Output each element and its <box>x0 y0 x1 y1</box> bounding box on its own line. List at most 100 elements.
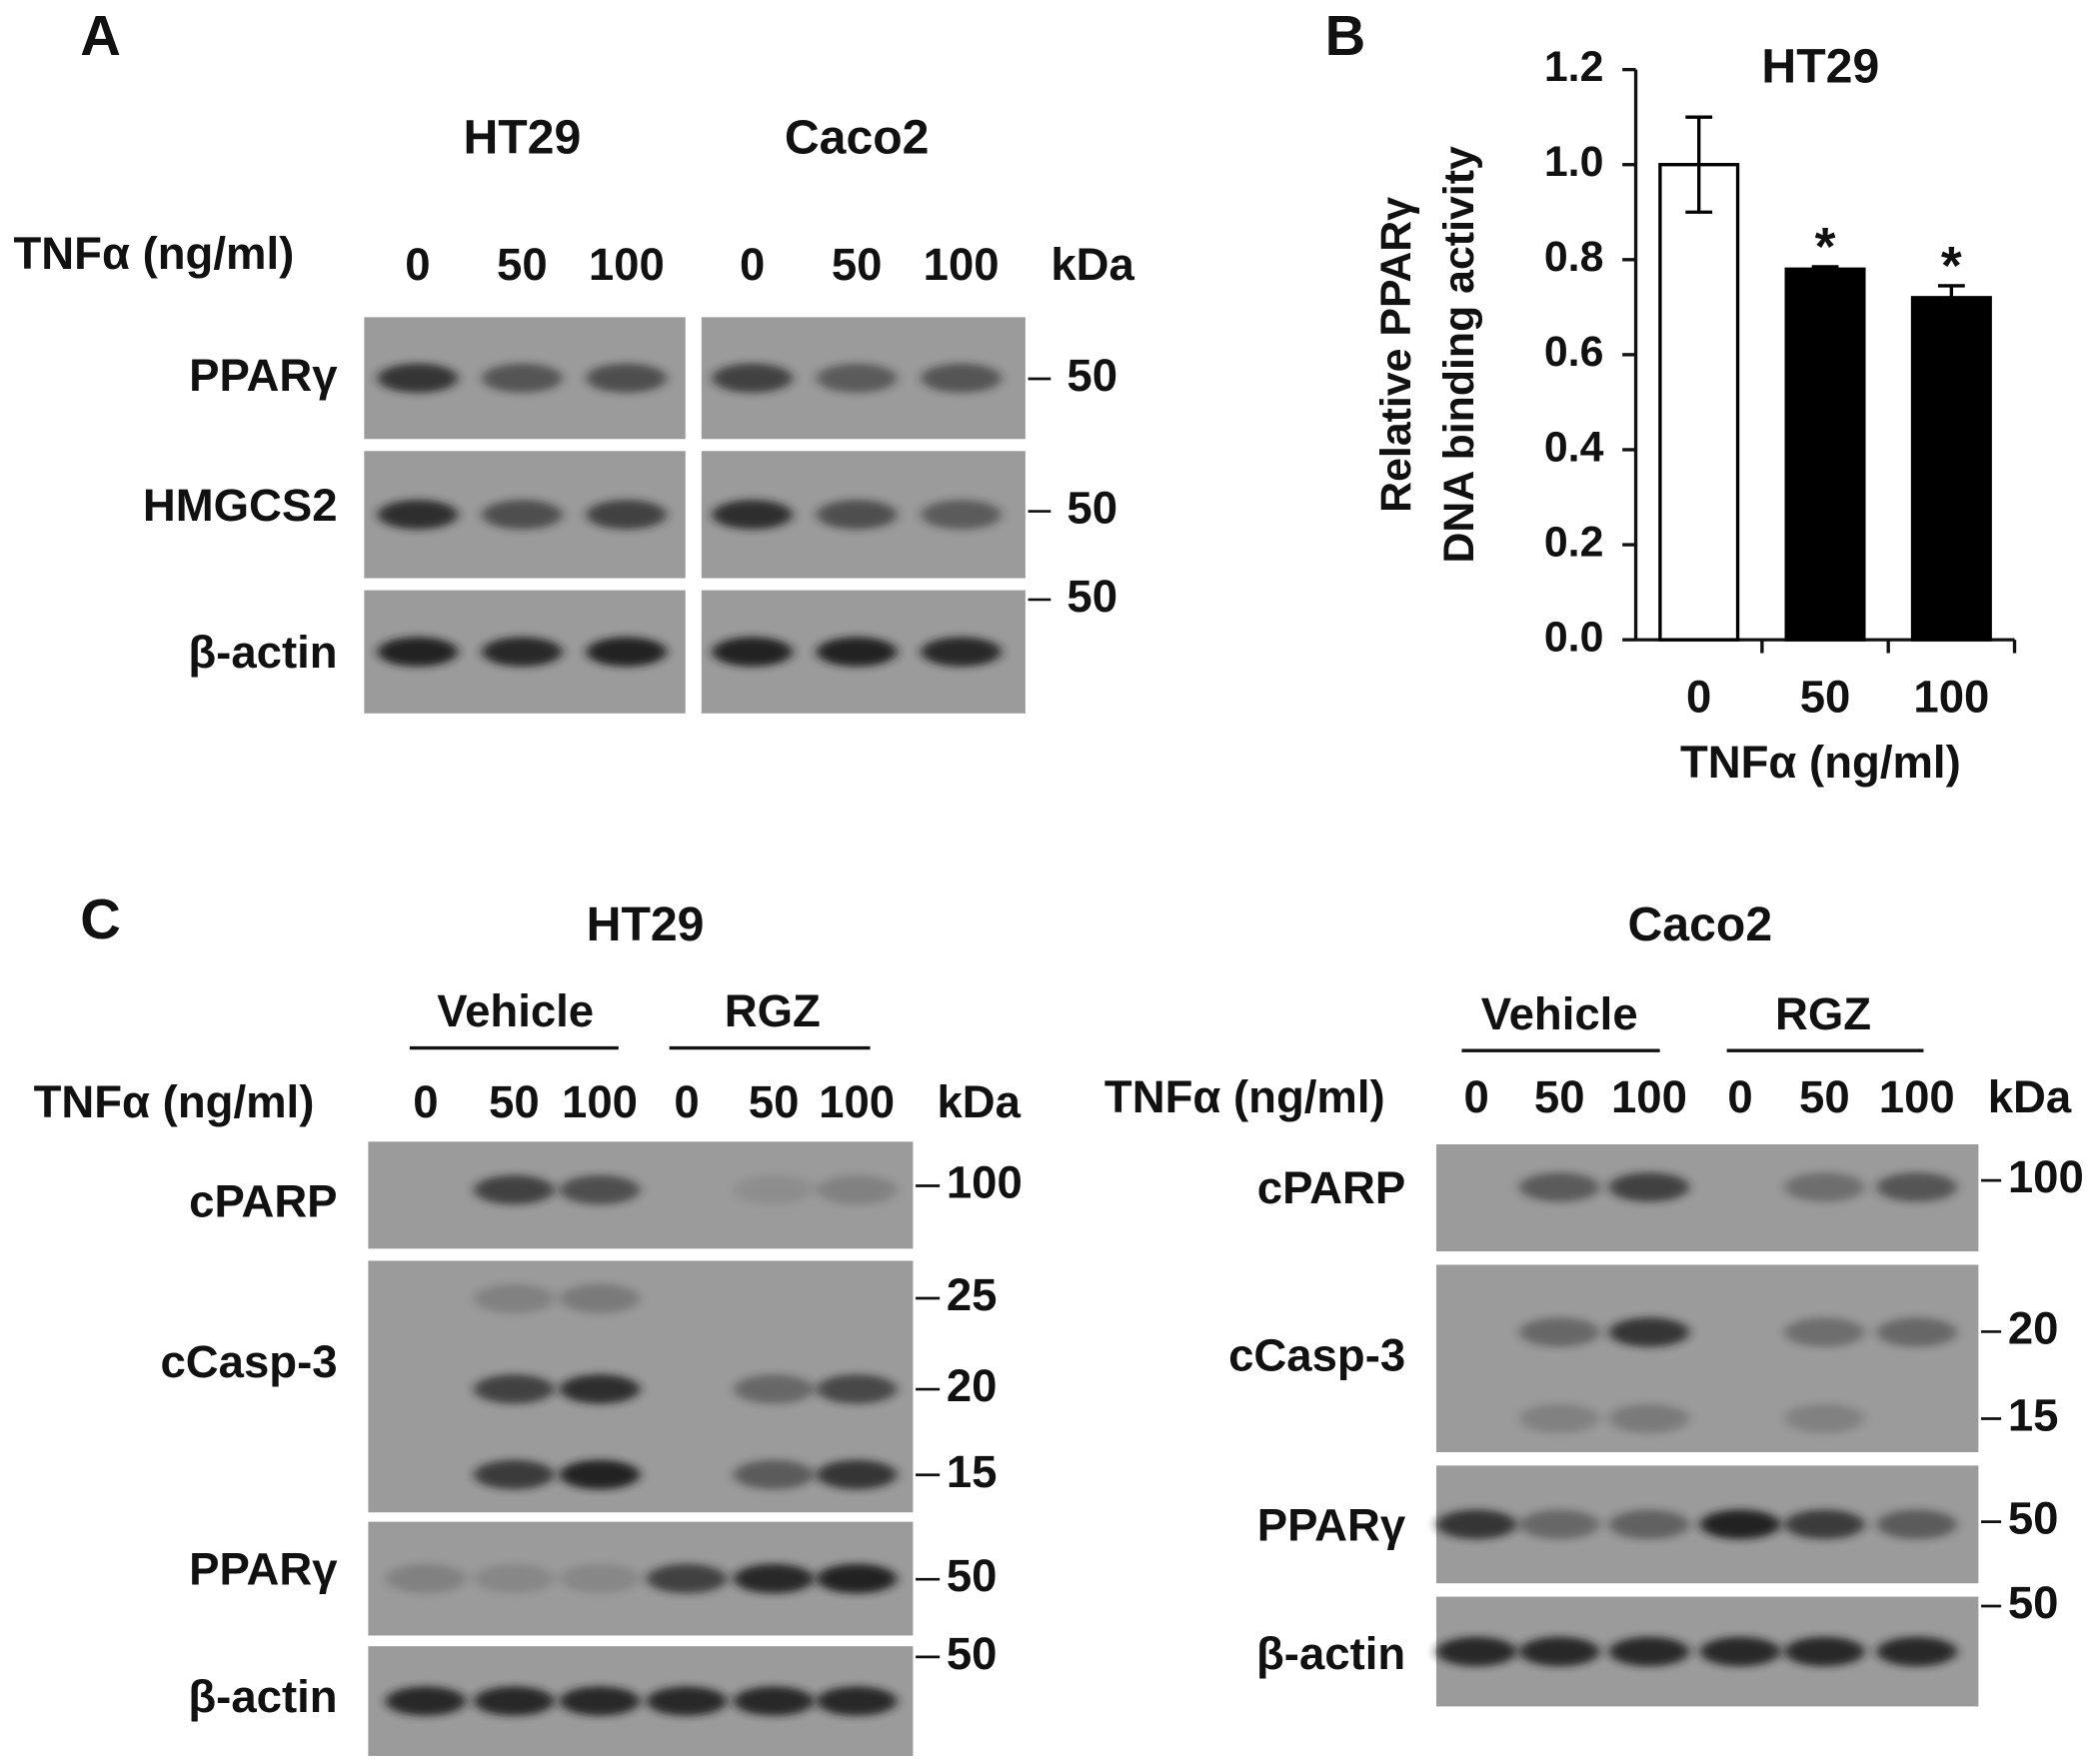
row-label: HMGCS2 <box>143 480 338 531</box>
y-tick-label: 0.4 <box>1544 423 1604 471</box>
panel-label: B <box>1325 4 1366 67</box>
band <box>586 637 668 667</box>
band <box>474 1174 555 1205</box>
band <box>816 1563 898 1594</box>
y-tick-label: 0.0 <box>1544 613 1604 661</box>
blot <box>1436 1264 1979 1452</box>
error-bar <box>1811 265 1839 274</box>
band <box>474 1563 555 1594</box>
band <box>474 1459 555 1490</box>
row-label: β-actin <box>1256 1628 1405 1679</box>
y-tick-label: 0.6 <box>1544 328 1604 376</box>
band <box>712 363 793 394</box>
band <box>816 1686 898 1716</box>
marker-label: 100 <box>2008 1151 2084 1202</box>
y-tick-label: 1.2 <box>1544 43 1604 91</box>
x-axis-label: TNFα (ng/ml) <box>1680 737 1961 788</box>
band <box>482 363 563 394</box>
y-tick-label: 0.2 <box>1544 518 1604 566</box>
band <box>474 1686 555 1716</box>
band <box>1784 1317 1865 1347</box>
band <box>1876 1509 1957 1540</box>
band <box>1608 1317 1690 1347</box>
band <box>1608 1172 1690 1202</box>
bar <box>1658 163 1740 642</box>
band <box>1519 1636 1600 1667</box>
marker-label: 50 <box>2008 1493 2059 1544</box>
marker-label: 15 <box>2008 1390 2059 1441</box>
dose-label: 100 <box>819 1076 895 1127</box>
marker-label: 15 <box>947 1446 998 1497</box>
band <box>559 1686 641 1716</box>
dose-label: 100 <box>1611 1071 1687 1122</box>
band <box>482 637 563 667</box>
x-tick-label: 0 <box>1686 671 1711 722</box>
panel-label: C <box>80 887 121 950</box>
band <box>1876 1317 1957 1347</box>
dose-label: 0 <box>413 1076 438 1127</box>
band <box>377 637 459 667</box>
band <box>712 500 793 530</box>
band <box>482 500 563 530</box>
bar <box>1784 267 1866 642</box>
band <box>1784 1509 1865 1540</box>
treatment-label: TNFα (ng/ml) <box>1104 1071 1385 1122</box>
dose-label: 50 <box>832 239 883 290</box>
band <box>559 1174 641 1205</box>
band <box>921 500 1002 530</box>
band <box>1519 1317 1600 1347</box>
marker-label: 20 <box>947 1360 998 1411</box>
error-bar <box>1937 284 1965 312</box>
band <box>921 363 1002 394</box>
band <box>1608 1403 1690 1433</box>
band <box>377 363 459 394</box>
y-tick-label: 0.8 <box>1544 233 1604 281</box>
x-tick-label: 50 <box>1800 671 1851 722</box>
band <box>1784 1172 1865 1202</box>
significance-label: * <box>1941 237 1962 296</box>
band <box>385 1563 467 1594</box>
condition-label: RGZ <box>1775 988 1871 1039</box>
chart-title: HT29 <box>1761 39 1879 93</box>
band <box>733 1374 815 1404</box>
unit-label: kDa <box>938 1076 1022 1127</box>
band <box>646 1563 728 1594</box>
band <box>586 363 668 394</box>
band <box>1519 1172 1600 1202</box>
band <box>816 1374 898 1404</box>
band <box>816 363 898 394</box>
dose-label: 100 <box>562 1076 638 1127</box>
band <box>1699 1509 1781 1540</box>
dose-label: 50 <box>749 1076 800 1127</box>
marker-label: 50 <box>2008 1577 2059 1628</box>
band <box>559 1563 641 1594</box>
unit-label: kDa <box>1050 239 1134 290</box>
band <box>1608 1509 1690 1540</box>
row-label: PPARγ <box>189 1544 338 1595</box>
dose-label: 100 <box>1879 1071 1955 1122</box>
marker-label: 50 <box>947 1550 998 1601</box>
band <box>474 1283 555 1313</box>
unit-label: kDa <box>1988 1071 2072 1122</box>
band <box>559 1374 641 1404</box>
marker-label: 25 <box>947 1269 998 1320</box>
row-label: PPARγ <box>1257 1499 1406 1550</box>
row-label: cPARP <box>1257 1162 1405 1213</box>
dose-label: 50 <box>1799 1071 1850 1122</box>
band <box>377 500 459 530</box>
row-label: cCasp-3 <box>160 1336 337 1387</box>
band <box>1519 1403 1600 1433</box>
band <box>1876 1172 1957 1202</box>
band <box>474 1374 555 1404</box>
band <box>385 1686 467 1716</box>
dose-label: 0 <box>405 239 430 290</box>
panel-label: A <box>80 4 121 67</box>
dose-label: 100 <box>924 239 1000 290</box>
marker-label: 20 <box>2008 1302 2059 1353</box>
band <box>816 1174 898 1205</box>
dose-label: 50 <box>489 1076 540 1127</box>
band <box>1436 1636 1517 1667</box>
band <box>559 1283 641 1313</box>
